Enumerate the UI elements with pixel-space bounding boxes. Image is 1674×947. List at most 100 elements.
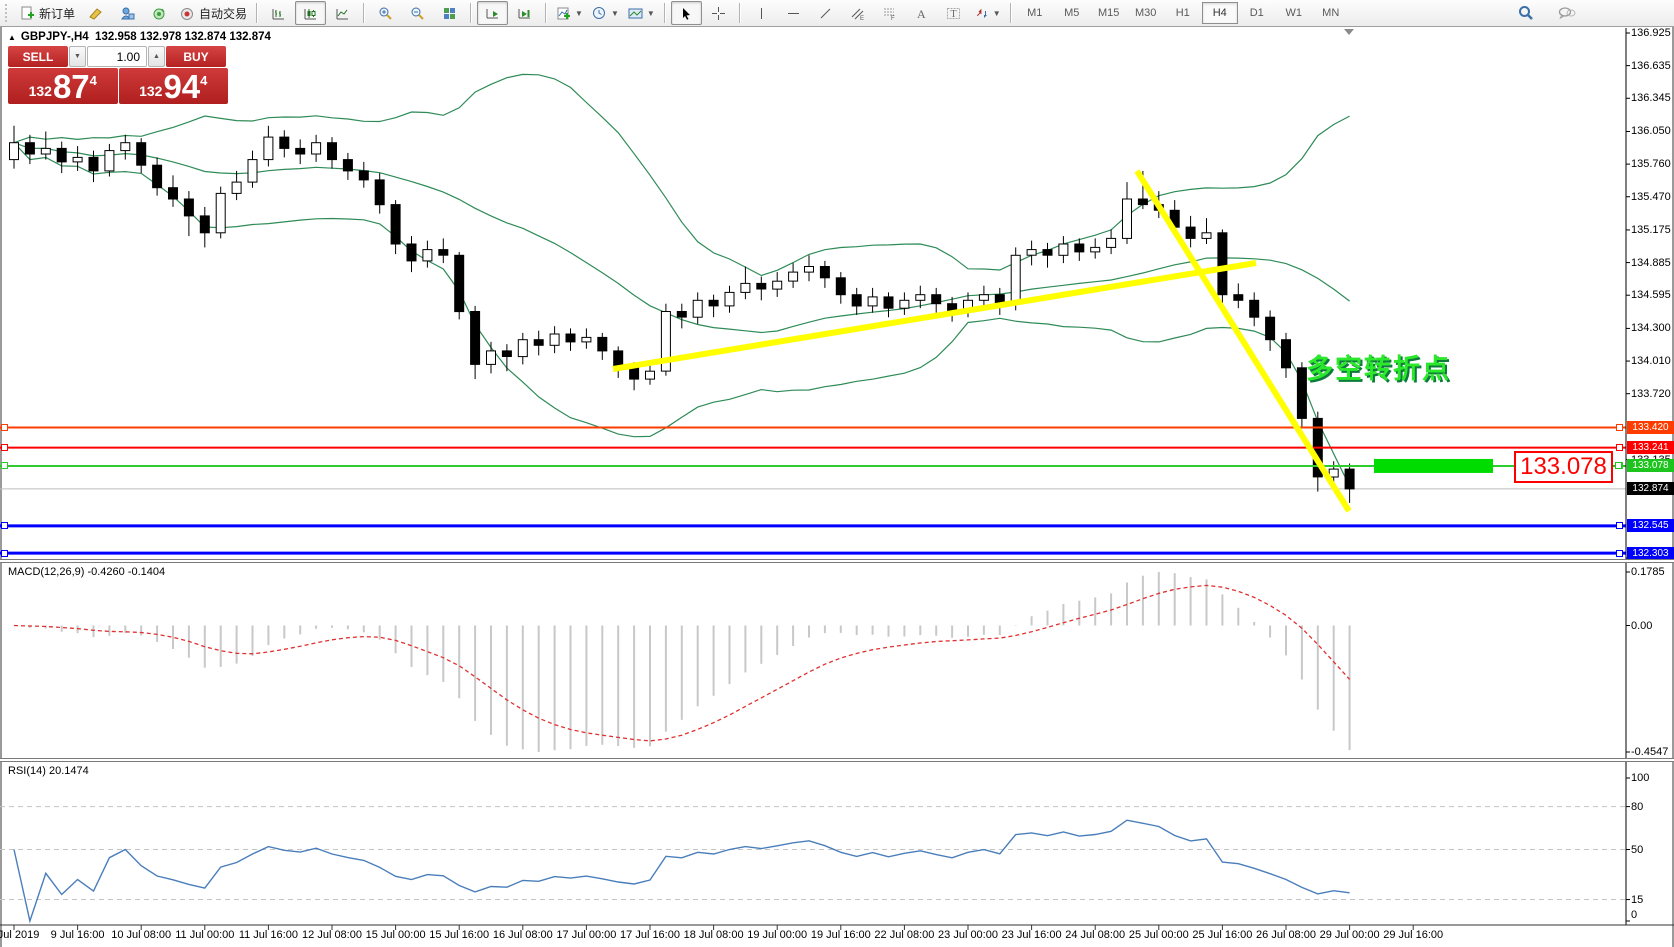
timeframe-m30-button[interactable]: M30 xyxy=(1135,7,1157,19)
time-axis-label: 11 Jul 16:00 xyxy=(238,929,298,941)
metaeditor-button[interactable] xyxy=(80,1,111,25)
line-endpoint-marker[interactable] xyxy=(1616,522,1623,530)
vertical-line-button[interactable] xyxy=(746,1,777,25)
candlestick-chart-button[interactable] xyxy=(295,1,327,25)
periods-button[interactable]: ▼ xyxy=(588,1,623,25)
line-endpoint-marker[interactable] xyxy=(1,522,8,530)
time-axis-label: 25 Jul 16:00 xyxy=(1192,929,1253,941)
tile-windows-button[interactable] xyxy=(434,1,465,25)
signals-button[interactable] xyxy=(144,1,175,25)
zoom-out-icon xyxy=(410,6,425,21)
line-endpoint-marker[interactable] xyxy=(1,444,8,452)
buy-price-prefix: 132 xyxy=(139,83,163,99)
line-endpoint-marker[interactable] xyxy=(1,549,8,557)
search-button[interactable] xyxy=(1510,1,1541,25)
macd-axis-tick: 0.1785 xyxy=(1631,566,1665,578)
price-axis-tick: 135.760 xyxy=(1631,158,1671,171)
rsi-pane-divider[interactable] xyxy=(0,758,1674,762)
trendline[interactable] xyxy=(1134,169,1352,513)
indicators-button[interactable]: ▼ xyxy=(552,1,587,25)
zoom-out-button[interactable] xyxy=(402,1,433,25)
price-axis-tick: 136.345 xyxy=(1631,92,1671,105)
auto-scroll-button[interactable] xyxy=(477,1,509,25)
trendline-icon xyxy=(818,6,833,21)
terminal-icon xyxy=(120,6,135,21)
line-endpoint-marker[interactable] xyxy=(1,423,8,431)
terminal-button[interactable] xyxy=(112,1,143,25)
price-callout-box[interactable]: 133.078 xyxy=(1514,451,1613,483)
chart-shift-marker-icon[interactable] xyxy=(1344,29,1354,35)
timeframe-m5-button[interactable]: M5 xyxy=(1064,7,1080,19)
line-endpoint-marker[interactable] xyxy=(1616,444,1623,452)
cursor-icon xyxy=(679,6,694,21)
fibonacci-button[interactable]: F xyxy=(874,1,905,25)
horizontal-line-icon xyxy=(786,6,801,21)
volume-input[interactable]: 1.00 xyxy=(87,46,147,67)
sell-button[interactable]: SELL xyxy=(8,46,68,67)
zoom-in-icon xyxy=(378,6,393,21)
arrows-button[interactable]: ▼ xyxy=(970,1,1005,25)
svg-text:A: A xyxy=(917,7,926,21)
equidistant-channel-button[interactable]: E xyxy=(842,1,873,25)
trendline-button[interactable] xyxy=(810,1,841,25)
text-button[interactable]: A xyxy=(906,1,937,25)
crosshair-button[interactable] xyxy=(703,1,734,25)
chat-button[interactable] xyxy=(1551,1,1582,25)
trendline[interactable] xyxy=(612,260,1257,372)
templates-button[interactable]: ▼ xyxy=(624,1,659,25)
timeframe-h4-button[interactable]: H4 xyxy=(1201,2,1238,24)
time-axis-label: 25 Jul 00:00 xyxy=(1128,929,1189,941)
time-axis-label: 10 Jul 08:00 xyxy=(111,929,172,941)
one-click-collapse-icon[interactable]: ▲ xyxy=(8,32,16,42)
clock-icon xyxy=(592,6,607,21)
candlestick-chart-icon xyxy=(303,6,318,21)
auto-scroll-icon xyxy=(485,6,500,21)
volume-increase-button[interactable]: ▲ xyxy=(148,46,165,67)
timeframe-m15-button[interactable]: M15 xyxy=(1098,7,1120,19)
time-axis-label: 18 Jul 08:00 xyxy=(683,929,744,941)
highlight-bar[interactable] xyxy=(1374,458,1493,473)
chart-shift-button[interactable] xyxy=(509,1,540,25)
timeframe-m1-button[interactable]: M1 xyxy=(1027,7,1043,19)
chat-icon xyxy=(1558,5,1576,21)
timeframe-w1-button[interactable]: W1 xyxy=(1285,7,1302,19)
timeframe-h1-button[interactable]: H1 xyxy=(1175,7,1190,19)
price-axis-tick: 136.925 xyxy=(1631,27,1671,39)
line-endpoint-marker[interactable] xyxy=(1615,462,1622,470)
dropdown-caret-icon: ▼ xyxy=(610,8,619,18)
sell-price-prefix: 132 xyxy=(28,83,52,99)
horizontal-line-button[interactable] xyxy=(778,1,809,25)
buy-button[interactable]: BUY xyxy=(166,46,226,67)
zoom-in-button[interactable] xyxy=(370,1,401,25)
bar-chart-button[interactable] xyxy=(263,1,294,25)
price-badge: 132.545 xyxy=(1627,519,1674,533)
macd-histogram xyxy=(28,572,1351,752)
time-axis-label: 26 Jul 08:00 xyxy=(1256,929,1316,941)
time-axis-label: 23 Jul 16:00 xyxy=(1001,929,1062,941)
text-label-button[interactable]: T xyxy=(938,1,969,25)
volume-decrease-button[interactable]: ▼ xyxy=(69,46,86,67)
sell-price-panel[interactable]: 132 87 4 xyxy=(8,68,118,104)
toolbar-grip[interactable] xyxy=(5,4,12,22)
cursor-button[interactable] xyxy=(670,1,702,25)
line-endpoint-marker[interactable] xyxy=(1616,423,1623,431)
toolbar-separator xyxy=(663,3,666,23)
time-axis-label: 12 Jul 08:00 xyxy=(302,929,362,941)
annotation-text[interactable]: 多空转折点 xyxy=(1306,354,1451,384)
text-label-icon: T xyxy=(946,6,961,21)
timeframe-d1-button[interactable]: D1 xyxy=(1249,7,1264,19)
autotrading-button[interactable]: 自动交易 xyxy=(176,1,251,25)
rsi-line xyxy=(13,819,1350,924)
price-axis-tick: 134.300 xyxy=(1631,322,1671,335)
symbol-info: ▲ GBPJPY-,H4 132.958 132.978 132.874 132… xyxy=(8,31,271,43)
price-badge: 132.874 xyxy=(1627,482,1674,496)
macd-pane-divider[interactable] xyxy=(0,559,1674,563)
line-chart-button[interactable] xyxy=(327,1,358,25)
timeframe-mn-button[interactable]: MN xyxy=(1322,7,1340,19)
line-endpoint-marker[interactable] xyxy=(1,462,8,470)
buy-price-panel[interactable]: 132 94 4 xyxy=(118,68,228,104)
line-endpoint-marker[interactable] xyxy=(1616,549,1623,557)
price-badge: 133.078 xyxy=(1627,459,1674,473)
new-order-button[interactable]: 新订单 xyxy=(16,1,79,25)
